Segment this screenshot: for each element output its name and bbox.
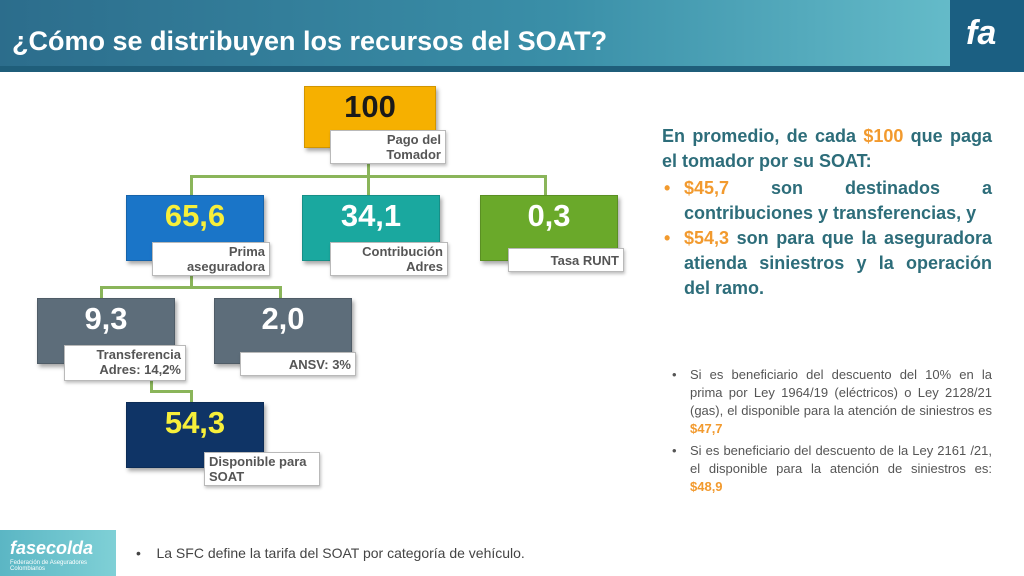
fasecolda-footer-logo: fasecolda Federación de Aseguradores Col… <box>0 530 116 576</box>
node-value: 65,6 <box>164 198 226 233</box>
node-value: 34,1 <box>340 198 402 233</box>
note-item: Si es beneficiario del descuento de la L… <box>670 442 992 496</box>
note-item: Si es beneficiario del descuento del 10%… <box>670 366 992 438</box>
node-label: Contribución Adres <box>330 242 448 276</box>
summary-item-text: son destinados a contribuciones y transf… <box>684 178 992 223</box>
node-value: 0,3 <box>527 198 571 233</box>
summary-item: $45,7 son destinados a contribuciones y … <box>662 176 992 226</box>
notes-list: Si es beneficiario del descuento del 10%… <box>670 366 992 500</box>
summary-intro: En promedio, de cada <box>662 126 864 146</box>
node-label: Tasa RUNT <box>508 248 624 272</box>
footer-logo-name: fasecolda <box>10 538 94 558</box>
note-text: Si es beneficiario del descuento de la L… <box>690 443 992 476</box>
node-label: Prima aseguradora <box>152 242 270 276</box>
summary-list: $45,7 son destinados a contribuciones y … <box>662 176 992 301</box>
summary-intro-amount: $100 <box>863 126 904 146</box>
page-title: ¿Cómo se distribuyen los recursos del SO… <box>12 26 608 56</box>
footer-note: • La SFC define la tarifa del SOAT por c… <box>136 545 525 561</box>
node-value: 2,0 <box>261 301 305 336</box>
summary-intro-end: que paga el tomador por su SOAT: <box>662 126 993 171</box>
footer-note-text: La SFC define la tarifa del SOAT por cat… <box>156 545 525 561</box>
note-amount: $48,9 <box>690 479 723 494</box>
node-label: Pago del Tomador <box>330 130 446 164</box>
summary-item-text: son para que la aseguradora atienda sini… <box>684 228 992 298</box>
node-label: Transferencia Adres: 14,2% <box>64 345 186 381</box>
summary-amount: $54,3 <box>684 228 730 248</box>
note-amount: $47,7 <box>690 421 723 436</box>
node-value: 9,3 <box>84 301 128 336</box>
logo-mark: fa <box>966 14 997 52</box>
fasecolda-logo-icon: fa <box>950 0 1024 72</box>
node-label: Disponible para SOAT <box>204 452 320 486</box>
node-value: 100 <box>344 89 396 124</box>
header-bar: ¿Cómo se distribuyen los recursos del SO… <box>0 0 1024 72</box>
summary-amount: $45,7 <box>684 178 730 198</box>
header-stripe <box>0 66 1024 72</box>
note-text: Si es beneficiario del descuento del 10%… <box>690 367 992 418</box>
node-value: 54,3 <box>164 405 226 440</box>
summary-text: En promedio, de cada $100 que paga el to… <box>662 124 992 301</box>
summary-item: $54,3 son para que la aseguradora atiend… <box>662 226 992 301</box>
footer-logo-sub: Federación de Aseguradores Colombianos <box>10 560 88 572</box>
node-label: ANSV: 3% <box>240 352 356 376</box>
